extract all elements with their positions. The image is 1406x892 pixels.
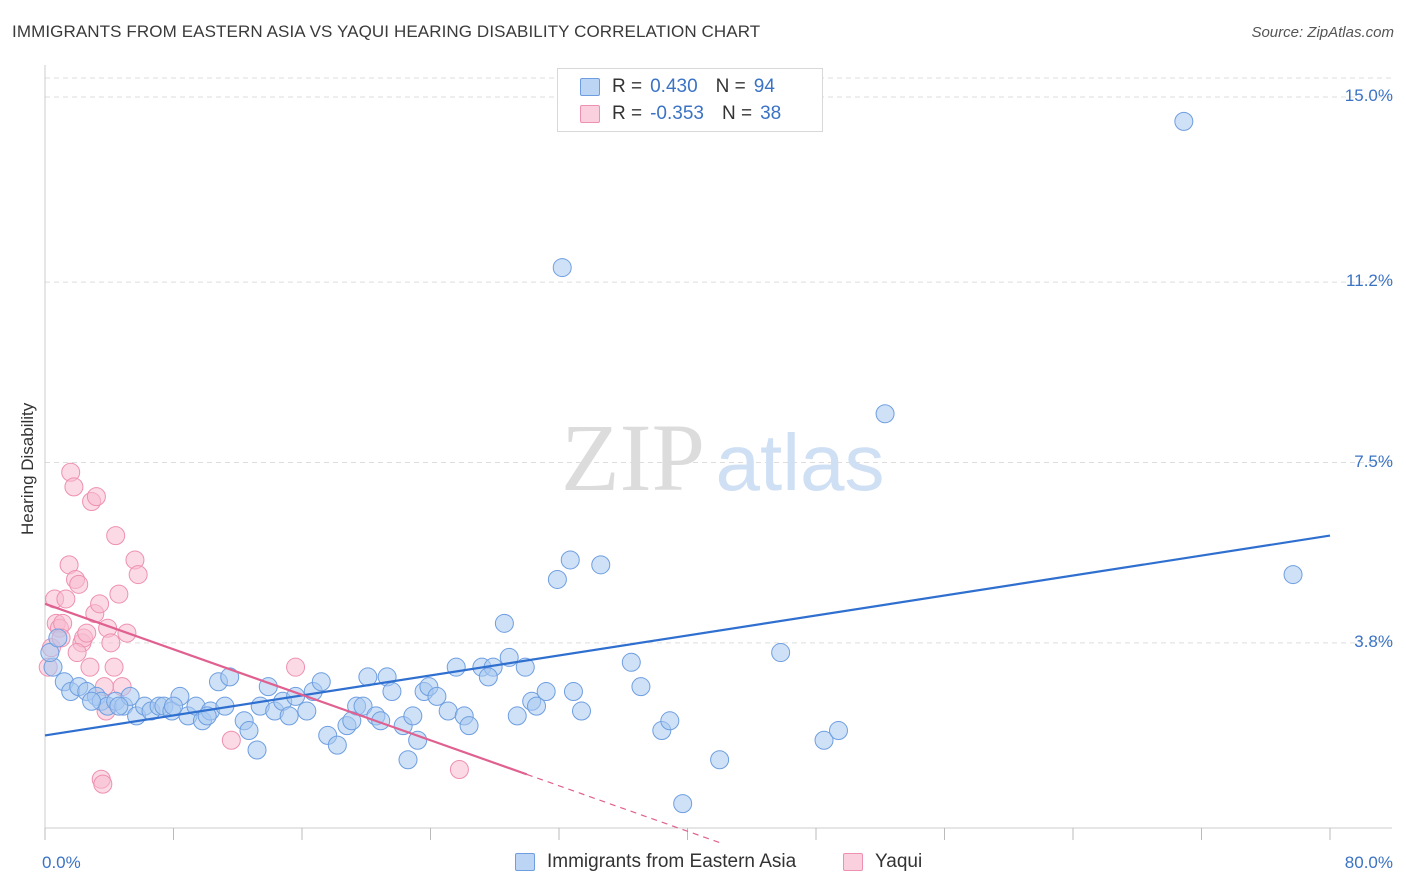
legend-label-eastern-asia: Immigrants from Eastern Asia — [547, 851, 797, 872]
yaqui-trend-line — [44, 602, 528, 776]
eastern-asia-point — [40, 643, 60, 663]
yaqui-point — [286, 657, 306, 677]
eastern-asia-point — [571, 701, 591, 721]
eastern-asia-point — [478, 667, 498, 687]
yaqui-point — [449, 760, 469, 780]
legend-item-eastern-asia: Immigrants from Eastern Asia — [515, 851, 796, 873]
legend-label-yaqui: Yaqui — [875, 851, 923, 872]
legend-swatch-blue — [515, 853, 535, 871]
eastern-asia-point — [631, 677, 651, 697]
legend-row-yaqui: R = -0.353 N = 38 — [580, 102, 781, 126]
x-tick-max: 80.0% — [1344, 853, 1393, 872]
eastern-asia-point — [673, 794, 693, 814]
yaqui-point — [69, 574, 89, 594]
eastern-asia-point — [560, 550, 580, 570]
yaqui-point — [93, 774, 113, 794]
yaqui-point — [106, 526, 126, 546]
legend-r-value: 0.430 — [650, 76, 698, 97]
eastern-asia-point — [438, 701, 458, 721]
trend-lines — [44, 534, 1331, 844]
yaqui-point — [109, 584, 129, 604]
legend-swatch-pink — [843, 853, 863, 871]
legend-n-value: 94 — [753, 76, 775, 97]
series-legend: Immigrants from Eastern Asia Yaqui — [0, 851, 1406, 877]
legend-n-value: 38 — [760, 103, 782, 124]
yaqui-point — [101, 633, 121, 653]
eastern-asia-point — [814, 730, 834, 750]
legend-r-value: -0.353 — [650, 103, 704, 124]
eastern-asia-point — [239, 721, 259, 741]
chart-title: IMMIGRANTS FROM EASTERN ASIA VS YAQUI HE… — [12, 22, 761, 41]
eastern-asia-point — [382, 682, 402, 702]
axes — [44, 65, 1392, 840]
eastern-asia-point — [220, 667, 240, 687]
eastern-asia-point — [311, 672, 331, 692]
eastern-asia-point — [875, 404, 895, 424]
eastern-asia-point — [507, 706, 527, 726]
watermark-atlas: atlas — [716, 418, 885, 507]
eastern-asia-point — [1283, 565, 1303, 585]
source-label: Source: ZipAtlas.com — [1251, 24, 1394, 41]
yaqui-point — [221, 730, 241, 750]
eastern-asia-point — [547, 569, 567, 589]
legend-item-yaqui: Yaqui — [843, 851, 922, 873]
eastern-asia-point — [660, 711, 680, 731]
eastern-asia-point — [297, 701, 317, 721]
eastern-asia-point — [459, 716, 479, 736]
legend-r-label: R = — [612, 76, 643, 97]
eastern-asia-point — [710, 750, 730, 770]
eastern-asia-point — [1174, 111, 1194, 131]
yaqui-point — [67, 643, 87, 663]
y-tick-label: 15.0% — [1344, 86, 1393, 105]
eastern-asia-point — [48, 628, 68, 648]
yaqui-point — [56, 589, 76, 609]
eastern-asia-point — [427, 686, 447, 706]
y-tick-label: 7.5% — [1354, 451, 1393, 471]
yaqui-point — [86, 487, 106, 507]
eastern-asia-point — [279, 706, 299, 726]
eastern-asia-point — [403, 706, 423, 726]
eastern-asia-point — [327, 735, 347, 755]
eastern-asia-point — [527, 696, 547, 716]
eastern-asia-point — [515, 657, 535, 677]
eastern-asia-point — [398, 750, 418, 770]
eastern-asia-point — [771, 643, 791, 663]
eastern-asia-point — [408, 730, 428, 750]
eastern-asia-point — [247, 740, 267, 760]
yaqui-trend-extension — [526, 773, 720, 844]
eastern-asia-trend-line — [44, 534, 1331, 737]
y-axis-label: Hearing Disability — [18, 402, 37, 535]
watermark-zip: ZIP — [561, 404, 705, 511]
legend-swatch-blue — [580, 78, 600, 96]
eastern-asia-point — [109, 696, 129, 716]
yaqui-point — [128, 565, 148, 585]
yaqui-point — [80, 657, 100, 677]
eastern-asia-point — [494, 613, 514, 633]
yaqui-point — [64, 477, 84, 497]
eastern-asia-point — [82, 691, 102, 711]
eastern-asia-point — [563, 682, 583, 702]
legend-n-label: N = — [721, 103, 753, 124]
eastern-asia-point — [552, 258, 572, 278]
yaqui-point — [104, 657, 124, 677]
legend-n-label: N = — [715, 76, 746, 97]
correlation-legend: R = 0.430 N = 94 R = -0.353 N = 38 — [557, 68, 823, 132]
eastern-asia-point — [536, 682, 556, 702]
legend-swatch-pink — [580, 105, 600, 123]
legend-row-eastern-asia: R = 0.430 N = 94 — [580, 75, 775, 99]
yaqui-point — [90, 594, 110, 614]
eastern-asia-point — [353, 696, 373, 716]
legend-r-label: R = — [612, 103, 643, 124]
eastern-asia-point — [591, 555, 611, 575]
y-tick-label: 11.2% — [1346, 271, 1393, 291]
eastern-asia-point — [164, 696, 183, 716]
yaqui-point — [77, 623, 97, 643]
eastern-asia-point — [621, 652, 641, 672]
watermark: ZIP atlas — [561, 404, 884, 511]
y-tick-label: 3.8% — [1354, 631, 1393, 651]
eastern-asia-point — [828, 721, 848, 741]
x-tick-min: 0.0% — [42, 853, 81, 872]
